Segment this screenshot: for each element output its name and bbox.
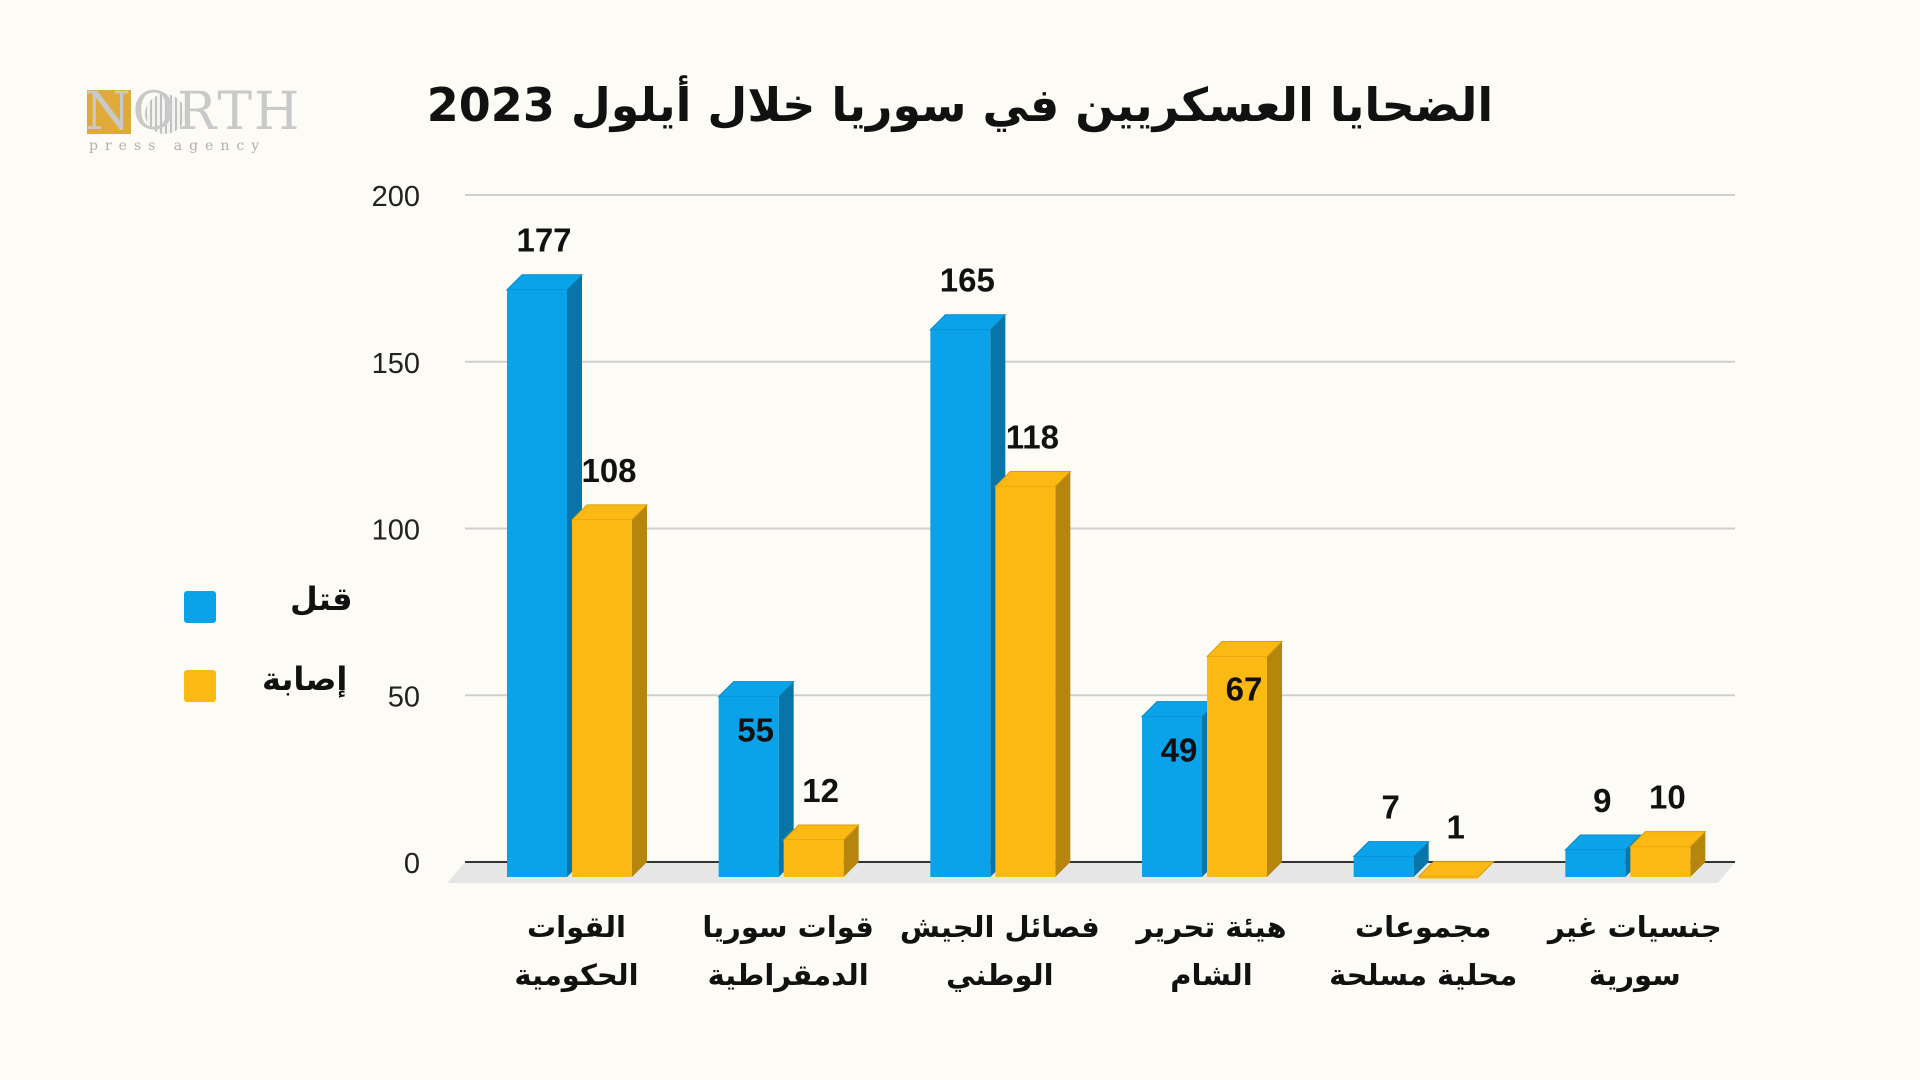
data-label: 1	[1446, 809, 1464, 846]
data-label: 118	[1006, 418, 1059, 455]
data-label: 177	[516, 222, 571, 259]
logo-subtitle: press agency	[89, 138, 267, 154]
y-tick-label: 0	[404, 848, 420, 880]
x-tick-label: محلية مسلحة	[1329, 958, 1517, 992]
legend-label-killed: قتل	[290, 580, 353, 618]
bar	[930, 329, 991, 878]
bar	[1565, 849, 1626, 877]
data-label: 10	[1649, 779, 1686, 816]
bar	[1630, 846, 1691, 877]
x-tick-label: الدمقراطية	[708, 958, 869, 992]
bar	[783, 839, 844, 877]
x-tick-label: القوات	[527, 910, 626, 944]
bar	[1207, 656, 1267, 877]
bar-side	[632, 504, 647, 877]
data-label: 67	[1226, 671, 1263, 708]
bar	[507, 289, 567, 878]
x-tick-label: الشام	[1170, 958, 1252, 992]
bar-side	[778, 681, 794, 877]
bar-side	[1055, 471, 1071, 877]
logo-word: NORTH	[85, 82, 302, 142]
bar	[572, 519, 632, 877]
legend-swatch-killed	[184, 591, 216, 623]
data-label: 108	[581, 452, 636, 489]
legend-label-injured: إصابة	[262, 660, 348, 698]
x-tick-label: هيئة تحرير	[1134, 910, 1286, 944]
bar	[995, 486, 1056, 877]
bar-side	[843, 824, 859, 877]
data-label: 7	[1381, 789, 1399, 826]
x-tick-label: مجموعات	[1355, 910, 1491, 944]
data-label: 55	[737, 712, 774, 749]
bar	[1418, 876, 1479, 879]
bar	[1353, 856, 1414, 877]
legend-swatch-injured	[184, 670, 216, 702]
y-tick-label: 100	[372, 515, 420, 547]
data-label: 49	[1161, 732, 1198, 769]
logo-square	[87, 90, 131, 134]
data-label: 9	[1593, 782, 1611, 819]
legend-item-injured	[184, 670, 216, 702]
x-tick-label: سورية	[1589, 958, 1681, 992]
globe-icon	[145, 94, 185, 134]
x-tick-label: الحكومية	[514, 958, 638, 992]
north-press-logo: NORTH press agency	[85, 86, 305, 156]
x-tick-label: الوطني	[946, 958, 1054, 992]
y-tick-label: 150	[372, 348, 420, 380]
bar-side	[1267, 641, 1282, 877]
y-tick-label: 200	[372, 181, 420, 213]
legend-item-killed	[184, 591, 216, 623]
chart-title: الضحايا العسكريين في سوريا خلال أيلول 20…	[426, 78, 1494, 132]
x-tick-label: جنسيات غير	[1546, 910, 1722, 944]
data-label: 12	[802, 772, 839, 809]
y-tick-label: 50	[388, 681, 420, 713]
x-tick-label: فصائل الجيش	[900, 910, 1100, 944]
bar-side	[1413, 841, 1429, 877]
data-label: 165	[940, 262, 995, 299]
bar	[1142, 716, 1202, 877]
bar	[718, 696, 779, 877]
x-tick-label: قوات سوريا	[702, 910, 874, 944]
